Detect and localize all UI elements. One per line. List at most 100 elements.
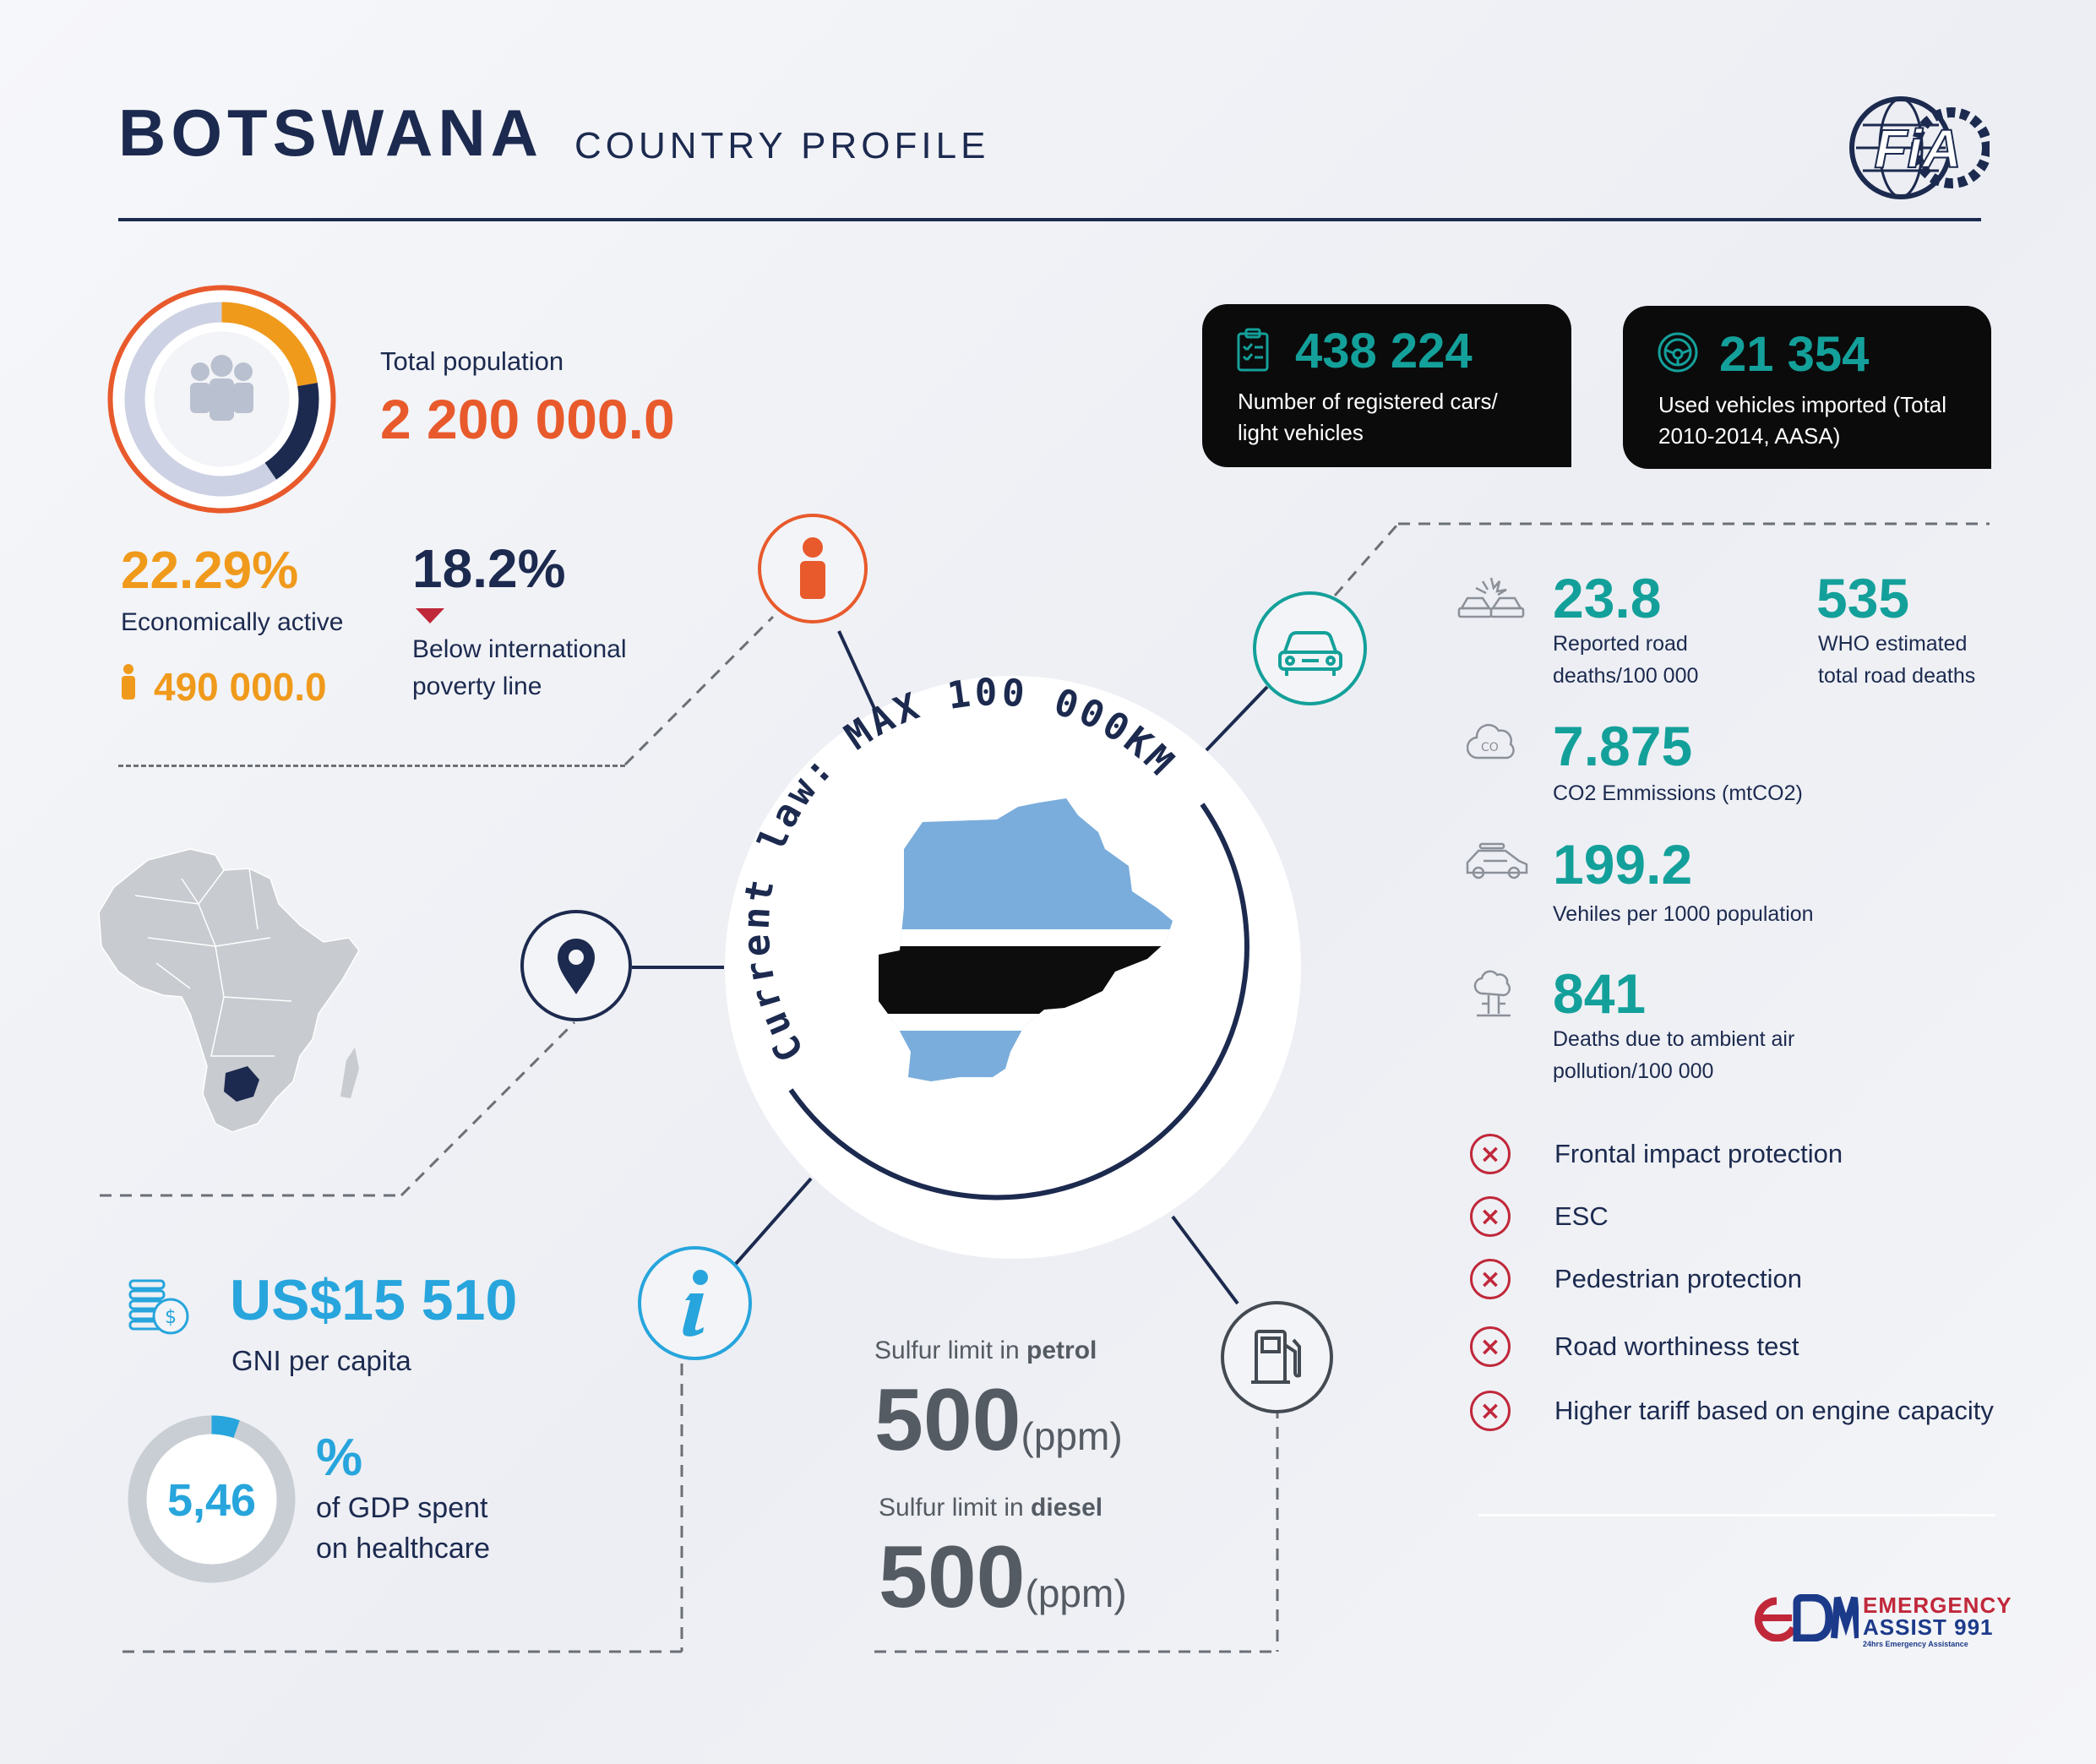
right-divider — [1478, 1514, 1995, 1516]
petrol-unit: (ppm) — [1021, 1414, 1123, 1458]
petrol-label-bold: petrol — [1026, 1337, 1097, 1364]
cross-icon: × — [1470, 1326, 1511, 1367]
africa-map — [97, 845, 367, 1136]
svg-text:$: $ — [165, 1307, 177, 1328]
info-circle — [638, 1246, 752, 1360]
triangle-down-icon — [416, 608, 444, 623]
who-deaths-label-line1: WHO estimated — [1818, 632, 1968, 656]
car-icon — [1278, 631, 1342, 676]
air-pollution-value: 841 — [1553, 962, 1647, 1025]
fuel-circle — [1221, 1301, 1333, 1413]
diesel-label-bold: diesel — [1031, 1494, 1103, 1522]
air-pollution-label-line1: Deaths due to ambient air — [1553, 1027, 1795, 1051]
person-circle — [758, 514, 868, 623]
sponsor-line2: ASSIST 991 — [1863, 1614, 1994, 1640]
info-icon — [683, 1270, 708, 1337]
co2-value: 7.875 — [1553, 715, 1693, 777]
diesel-unit: (ppm) — [1025, 1571, 1127, 1615]
registered-cars-label-line2: light vehicles — [1238, 420, 1364, 445]
sponsor-tagline: 24hrs Emergency Assistance — [1863, 1640, 1968, 1648]
gni-value: US$15 510 — [230, 1268, 518, 1332]
health-value: 5,46 — [166, 1475, 257, 1526]
diesel-value: 500 — [879, 1528, 1026, 1626]
cross-icon: × — [1470, 1134, 1511, 1174]
economically-active-label: Economically active — [121, 608, 344, 636]
registered-cars-label-line1: Number of registered cars/ — [1238, 389, 1498, 414]
who-deaths-label-line2: total road deaths — [1818, 664, 1976, 688]
registered-cars-card: 438 224 Number of registered cars/ light… — [1202, 304, 1571, 467]
poverty-label-line2: poverty line — [412, 672, 542, 700]
fuel-pump-icon — [1251, 1330, 1301, 1384]
car-crash-icon — [1457, 574, 1525, 625]
road-deaths-label-line1: Reported road — [1553, 632, 1688, 656]
check-item-pedestrian: × Pedestrian protection — [1470, 1254, 1802, 1304]
petrol-value: 500 — [874, 1371, 1021, 1469]
check-item-frontal: × Frontal impact protection — [1470, 1129, 1843, 1179]
road-deaths-label-line2: deaths/100 000 — [1553, 664, 1699, 688]
emergency-assist-logo: EMERGENCY ASSIST 991 24hrs Emergency Ass… — [1753, 1592, 2012, 1652]
sponsor-line1: EMERGENCY — [1863, 1592, 2012, 1618]
people-group-icon — [190, 355, 253, 421]
steering-wheel-icon — [1657, 331, 1699, 373]
used-imports-label-line1: Used vehicles imported (Total — [1658, 392, 1947, 417]
coins-icon: $ — [127, 1274, 194, 1335]
check-item-esc: × ESC — [1470, 1191, 1609, 1242]
used-imports-label-line2: 2010-2014, AASA) — [1658, 423, 1841, 449]
health-ring — [125, 1413, 298, 1586]
total-population-label: Total population — [380, 346, 564, 376]
diesel-label-prefix: Sulfur limit in — [879, 1494, 1032, 1522]
check-label: Frontal impact protection — [1554, 1139, 1843, 1168]
fia-logo: FiA — [1846, 93, 1992, 203]
check-label: Road worthiness test — [1554, 1331, 1799, 1361]
air-pollution-icon — [1468, 970, 1519, 1021]
used-imports-card: 21 354 Used vehicles imported (Total 201… — [1623, 306, 1991, 469]
svg-text:CO: CO — [1481, 741, 1499, 754]
botswana-flag-map — [879, 798, 1217, 1136]
car-circle — [1253, 591, 1367, 705]
check-label: Higher tariff based on engine capacity — [1554, 1396, 1994, 1425]
vehicle-icon — [1463, 841, 1531, 883]
person-icon-small — [119, 664, 138, 700]
co2-cloud-icon: CO — [1466, 722, 1517, 765]
page-subtitle: COUNTRY PROFILE — [574, 125, 990, 166]
check-item-roadworthiness: × Road worthiness test — [1470, 1321, 1799, 1372]
person-icon — [800, 537, 825, 599]
poverty-label-line1: Below international — [412, 635, 627, 663]
vehicles-label: Vehiles per 1000 population — [1553, 902, 1814, 926]
used-imports-value: 21 354 — [1719, 327, 1870, 382]
petrol-label-prefix: Sulfur limit in — [874, 1337, 1027, 1364]
divider-population — [118, 765, 625, 767]
check-label: ESC — [1554, 1201, 1609, 1231]
health-label-line1: of GDP spent — [316, 1492, 488, 1524]
check-label: Pedestrian protection — [1554, 1264, 1802, 1293]
population-ring — [106, 283, 338, 515]
vehicles-value: 199.2 — [1553, 833, 1693, 896]
who-deaths-value: 535 — [1816, 567, 1910, 629]
co2-label: CO2 Emmissions (mtCO2) — [1553, 781, 1803, 805]
diesel-label: Sulfur limit in diesel — [879, 1494, 1102, 1522]
health-unit: % — [316, 1429, 363, 1487]
gni-label: GNI per capita — [231, 1345, 411, 1376]
cross-icon: × — [1470, 1259, 1511, 1299]
road-deaths-value: 23.8 — [1553, 567, 1662, 629]
cross-icon: × — [1470, 1196, 1511, 1237]
total-population-value: 2 200 000.0 — [380, 388, 675, 450]
poverty-pct: 18.2% — [412, 538, 566, 599]
location-pin-icon — [558, 939, 595, 994]
air-pollution-label-line2: pollution/100 000 — [1553, 1059, 1714, 1083]
header-divider — [118, 218, 1981, 221]
diesel-limit: 500(ppm) — [879, 1527, 1127, 1628]
petrol-limit: 500(ppm) — [874, 1370, 1123, 1471]
registered-cars-value: 438 224 — [1295, 324, 1473, 378]
petrol-label: Sulfur limit in petrol — [874, 1337, 1097, 1365]
check-item-tariff: × Higher tariff based on engine capacity — [1470, 1386, 1994, 1436]
economically-active-pct: 22.29% — [121, 542, 299, 600]
location-circle — [520, 910, 632, 1021]
clipboard-icon — [1236, 328, 1270, 372]
country-title: BOTSWANA — [118, 95, 543, 170]
economically-active-count: 490 000.0 — [154, 665, 327, 709]
cross-icon: × — [1470, 1391, 1511, 1431]
fia-logo-text: FiA — [1874, 118, 1961, 179]
botswana-highlight — [224, 1066, 259, 1102]
